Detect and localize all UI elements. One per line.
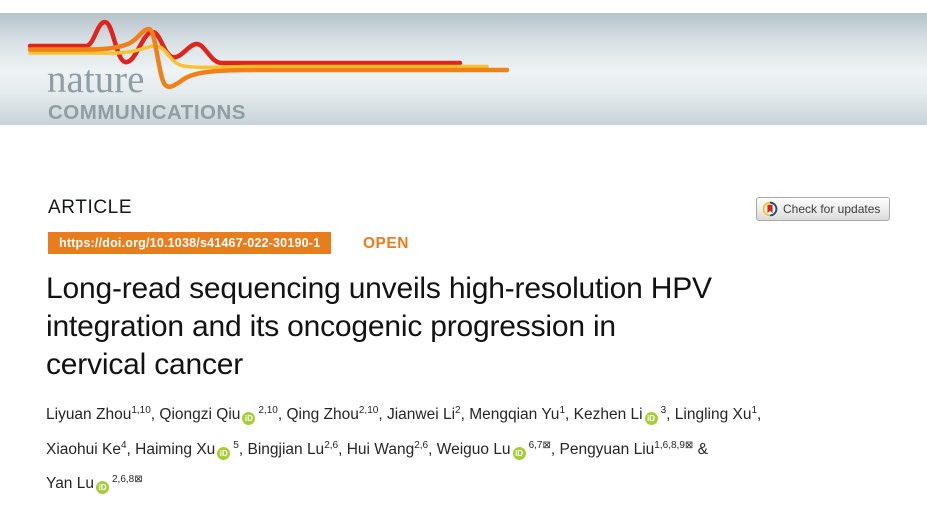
author-affiliation-numbers: 2,6 [324, 439, 339, 451]
brand-ribbons-graphic [27, 19, 510, 90]
author-affiliation-numbers: 4 [120, 439, 127, 451]
author-line: Xiaohui Ke4, Haiming Xu iD5, Bingjian Lu2… [46, 439, 708, 460]
article-type-label: ARTICLE [48, 197, 133, 218]
check-for-updates-button[interactable]: Check for updates [756, 197, 891, 221]
author-name[interactable]: Kezhen Li [573, 406, 643, 423]
corresponding-author-icon: ⊠ [684, 439, 694, 451]
author-name[interactable]: Xiaohui Ke [46, 440, 121, 458]
author-name[interactable]: Qiongzi Qiu [159, 406, 241, 423]
open-access-label: OPEN [363, 235, 409, 252]
orcid-icon[interactable]: iD [644, 412, 658, 425]
article-title-line: cervical cancer [46, 348, 244, 381]
corresponding-author-icon: ⊠ [542, 439, 551, 451]
orcid-icon[interactable]: iD [512, 446, 526, 460]
author-name[interactable]: Qing Zhou [286, 406, 359, 423]
author-affiliation-numbers: 2,6,8⊠ [111, 473, 143, 485]
orcid-icon[interactable]: iD [242, 412, 256, 425]
author-line: Liyuan Zhou1,10, Qiongzi Qiu iD2,10, Qing… [46, 404, 762, 425]
crossmark-icon [762, 201, 778, 217]
orcid-icon[interactable]: iD [95, 481, 109, 494]
author-affiliation-numbers: 2,10 [258, 404, 278, 416]
orcid-icon[interactable]: iD [217, 446, 231, 460]
author-affiliation-numbers: 2 [455, 404, 461, 416]
author-name[interactable]: Yan Lu [46, 475, 94, 492]
author-line: Yan Lu iD2,6,8⊠ [46, 467, 921, 502]
article-title-line: integration and its oncogenic progressio… [46, 310, 616, 343]
author-name[interactable]: Lingling Xu [674, 406, 752, 423]
author-name[interactable]: Haiming Xu [135, 440, 216, 458]
corresponding-author-icon: ⊠ [134, 473, 143, 485]
journal-name-nature: nature [47, 58, 145, 101]
author-affiliation-numbers: 2,6 [414, 439, 429, 451]
author-affiliation-numbers: 1,10 [131, 404, 151, 416]
author-affiliation-numbers: 2,10 [358, 404, 379, 416]
author-name[interactable]: Weiguo Lu [436, 440, 511, 458]
author-affiliation-numbers: 5 [233, 439, 239, 451]
author-name[interactable]: Liyuan Zhou [46, 406, 132, 423]
author-affiliation-numbers: 1 [559, 404, 565, 416]
author-name[interactable]: Mengqian Yu [469, 406, 560, 423]
author-affiliation-numbers: 6,7⊠ [528, 439, 551, 451]
check-for-updates-label: Check for updates [783, 202, 881, 216]
doi-link[interactable]: https://doi.org/10.1038/s41467-022-30190… [48, 232, 332, 254]
author-list: Liyuan Zhou1,10, Qiongzi Qiu iD2,10, Qing… [46, 398, 921, 502]
author-name[interactable]: Hui Wang [346, 440, 415, 458]
author-name[interactable]: Pengyuan Liu [559, 440, 655, 458]
author-affiliation-numbers: 1 [751, 404, 758, 416]
author-affiliation-numbers: 1,6,8,9⊠ [654, 439, 694, 451]
author-name[interactable]: Jianwei Li [386, 406, 456, 423]
article-title: Long-read sequencing unveils high-resolu… [46, 270, 916, 384]
author-name[interactable]: Bingjian Lu [247, 440, 325, 458]
author-affiliation-numbers: 3 [660, 404, 667, 416]
article-title-line: Long-read sequencing unveils high-resolu… [46, 272, 712, 305]
journal-masthead: nature COMMUNICATIONS [0, 13, 927, 125]
journal-name-communications: COMMUNICATIONS [48, 101, 246, 124]
